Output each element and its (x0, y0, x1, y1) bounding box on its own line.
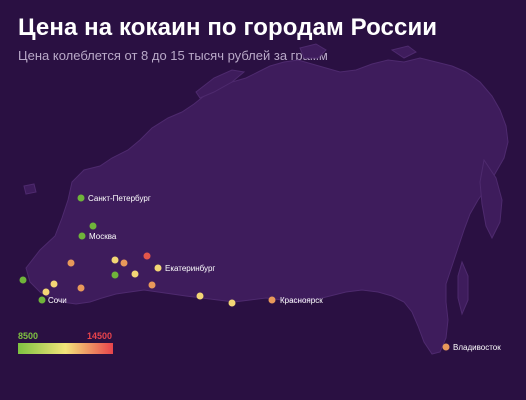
legend-gradient-bar (18, 343, 113, 354)
city-marker-yellow-1[interactable] (111, 256, 119, 264)
city-marker-vladivostok[interactable] (442, 343, 450, 351)
legend-max-label: 14500 (87, 331, 112, 341)
city-label-spb: Санкт-Петербург (88, 194, 151, 203)
city-label-ekb: Екатеринбург (165, 264, 215, 273)
city-label-moscow: Москва (89, 232, 117, 241)
new-siberian-islands (390, 45, 417, 59)
city-label-vladivostok: Владивосток (453, 343, 501, 352)
severnaya-zemlya-island (299, 43, 327, 59)
city-marker-red-1[interactable] (143, 252, 151, 260)
city-markers (19, 194, 450, 351)
city-marker-yellow-4[interactable] (42, 288, 50, 296)
russia-landmass (25, 57, 509, 355)
city-marker-yellow-2[interactable] (131, 270, 139, 278)
price-legend: 8500 14500 (18, 331, 113, 354)
city-marker-yellow-5[interactable] (196, 292, 204, 300)
city-marker-green-3[interactable] (19, 276, 27, 284)
novaya-zemlya-island (195, 69, 246, 99)
sakhalin-island (457, 260, 469, 316)
city-marker-sochi[interactable] (38, 296, 46, 304)
city-marker-yellow-3[interactable] (50, 280, 58, 288)
kamchatka-peninsula (479, 158, 503, 240)
kaliningrad-exclave (23, 183, 37, 195)
legend-min-label: 8500 (18, 331, 38, 341)
city-marker-krasnoyarsk[interactable] (268, 296, 276, 304)
city-marker-green-2[interactable] (111, 271, 119, 279)
city-marker-moscow[interactable] (78, 232, 86, 240)
city-marker-yellow-6[interactable] (228, 299, 236, 307)
page-title: Цена на кокаин по городам России (18, 14, 438, 41)
city-marker-orange-4[interactable] (77, 284, 85, 292)
page-subtitle: Цена колеблется от 8 до 15 тысяч рублей … (18, 48, 328, 63)
city-marker-orange-2[interactable] (120, 259, 128, 267)
city-marker-spb[interactable] (77, 194, 85, 202)
city-marker-ekb[interactable] (154, 264, 162, 272)
city-marker-orange-1[interactable] (67, 259, 75, 267)
city-label-sochi: Сочи (48, 296, 67, 305)
city-marker-green-1[interactable] (89, 222, 97, 230)
city-label-krasnoyarsk: Красноярск (280, 296, 323, 305)
city-marker-orange-3[interactable] (148, 281, 156, 289)
